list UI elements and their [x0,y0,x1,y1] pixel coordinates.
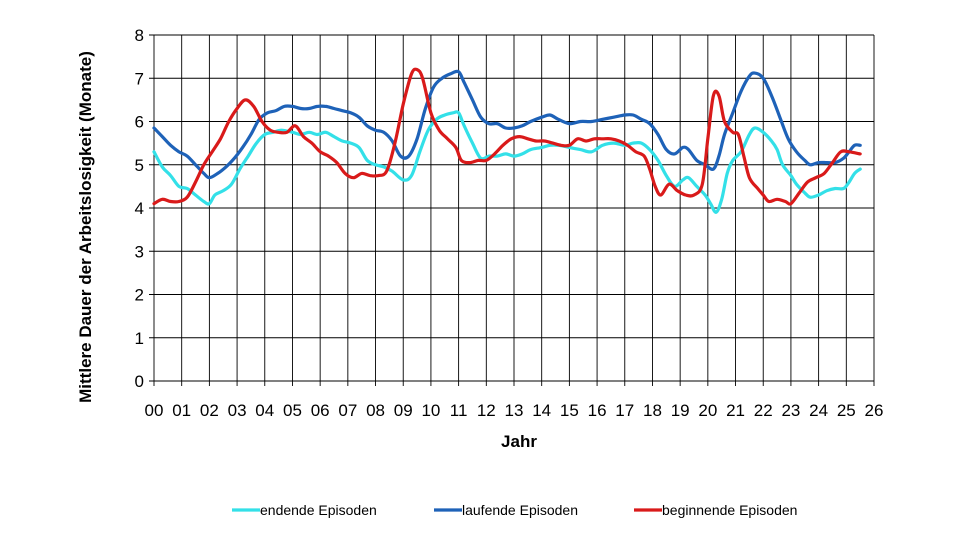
x-tick-label: 14 [532,401,551,420]
x-tick-label: 21 [726,401,745,420]
x-tick-label: 02 [200,401,219,420]
x-tick-label: 15 [560,401,579,420]
x-tick-label: 03 [228,401,247,420]
y-axis-ticks: 0 1 2 3 4 5 6 7 8 [135,26,144,391]
y-tick-label: 0 [135,372,144,391]
y-axis-label: Mittlere Dauer der Arbeitslosigkeit (Mon… [76,51,95,403]
y-tick-label: 6 [135,113,144,132]
x-tick-label: 11 [450,401,468,420]
x-tick-label: 00 [145,401,164,420]
x-tick-label: 13 [505,401,524,420]
x-tick-label: 10 [421,401,440,420]
y-tick-label: 5 [135,156,144,175]
legend-label-endende-episoden: endende Episoden [260,502,377,518]
x-tick-label: 25 [837,401,856,420]
x-tick-label: 07 [338,401,357,420]
legend: endende Episoden laufende Episoden beginne… [232,502,797,518]
y-tick-label: 1 [135,329,144,348]
x-tick-label: 18 [643,401,662,420]
x-tick-label: 12 [477,401,496,420]
y-tick-label: 4 [135,199,144,218]
x-tick-label: 20 [698,401,717,420]
x-tick-label: 16 [588,401,607,420]
grid [149,34,875,386]
series-lines [152,67,862,214]
x-tick-label: 23 [781,401,800,420]
x-tick-label: 26 [865,401,884,420]
x-tick-label: 22 [754,401,773,420]
series-line-endende-episoden [152,110,862,214]
y-tick-label: 7 [135,69,144,88]
x-tick-label: 19 [671,401,690,420]
x-tick-label: 17 [615,401,634,420]
x-tick-label: 09 [394,401,413,420]
x-tick-label: 04 [255,401,274,420]
x-tick-label: 06 [311,401,330,420]
legend-label-laufende-episoden: laufende Episoden [462,502,578,518]
series-line-beginnende-episoden [152,67,862,206]
x-tick-label: 01 [172,401,191,420]
x-axis-label: Jahr [501,432,537,451]
series-line-laufende-episoden [152,69,862,180]
y-tick-label: 8 [135,26,144,45]
y-tick-label: 3 [135,242,144,261]
y-tick-label: 2 [135,286,144,305]
legend-label-beginnende-episoden: beginnende Episoden [662,502,797,518]
x-tick-label: 08 [366,401,385,420]
x-axis-ticks: 00 01 02 03 04 05 06 07 08 09 10 11 12 13 14 15 16 17 18 19… [145,401,884,420]
x-tick-label: 05 [283,401,302,420]
x-tick-label: 24 [809,401,828,420]
